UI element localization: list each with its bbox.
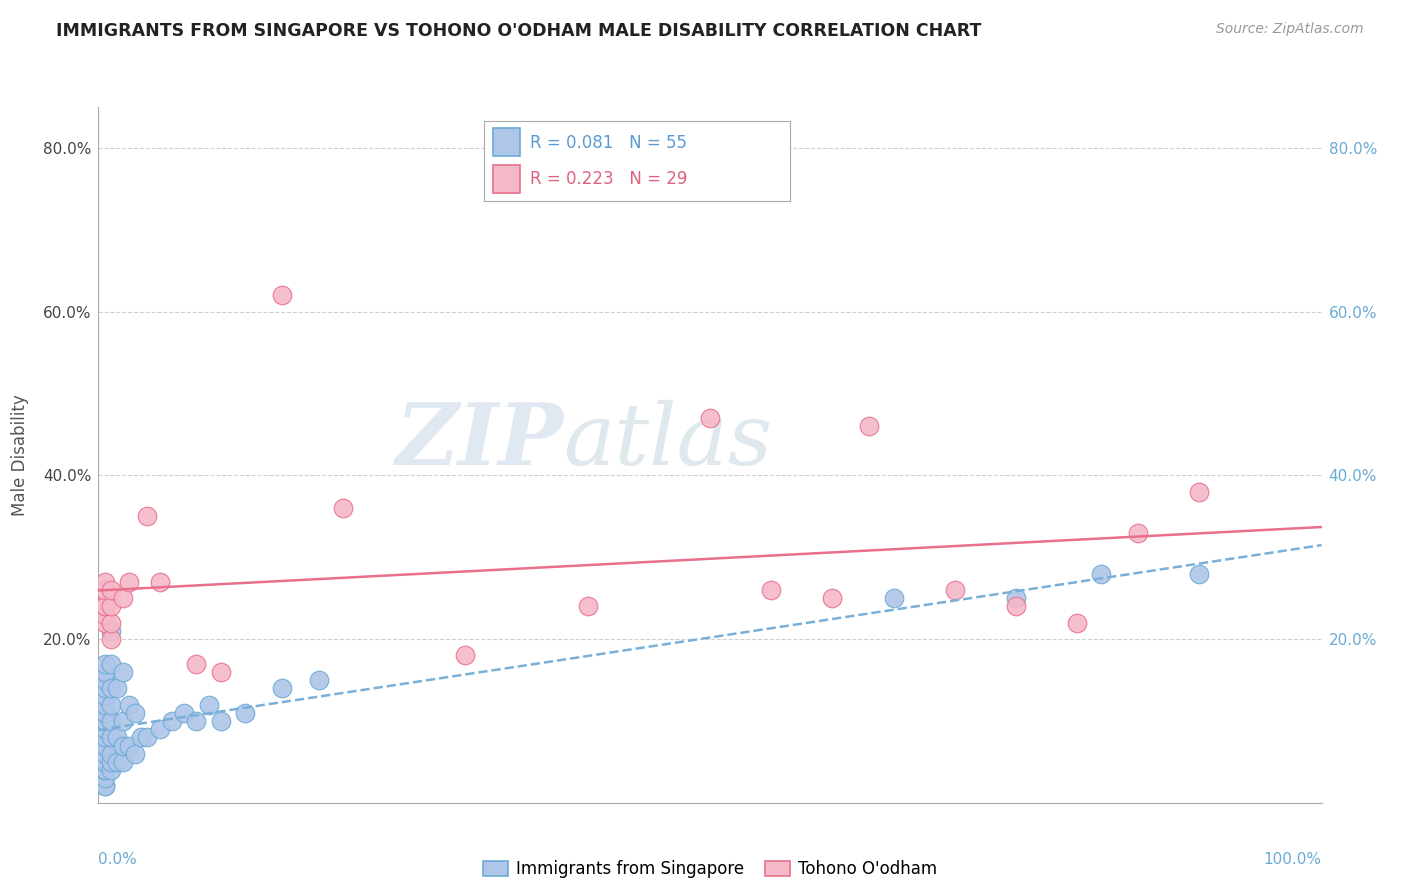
Point <box>111 755 134 769</box>
Point <box>93 739 115 753</box>
Point <box>100 681 122 696</box>
Point <box>576 599 599 614</box>
Point <box>100 763 122 777</box>
Point <box>149 722 172 736</box>
Point <box>118 698 141 712</box>
Text: ZIP: ZIP <box>395 400 564 483</box>
Point <box>1004 599 1026 614</box>
Point <box>93 599 115 614</box>
Point <box>124 747 146 761</box>
Point <box>883 591 905 606</box>
Point <box>100 714 122 728</box>
Point <box>105 681 128 696</box>
Point <box>136 731 159 745</box>
Text: 100.0%: 100.0% <box>1264 852 1322 866</box>
Point <box>100 632 122 646</box>
Point <box>111 714 134 728</box>
Point <box>93 698 115 712</box>
Point <box>93 706 115 720</box>
Point <box>93 657 115 671</box>
Point <box>111 591 134 606</box>
Point <box>821 591 844 606</box>
Y-axis label: Male Disability: Male Disability <box>11 394 30 516</box>
Point <box>100 615 122 630</box>
Point <box>93 739 115 753</box>
Point <box>100 731 122 745</box>
Legend: Immigrants from Singapore, Tohono O'odham: Immigrants from Singapore, Tohono O'odha… <box>477 854 943 885</box>
Point <box>93 763 115 777</box>
Point <box>105 731 128 745</box>
Point <box>308 673 330 687</box>
Point <box>270 681 294 696</box>
Point <box>93 780 115 794</box>
Point <box>270 288 294 302</box>
Point <box>93 607 115 622</box>
Point <box>93 755 115 769</box>
Point <box>100 582 122 597</box>
Point <box>100 755 122 769</box>
Point <box>1188 566 1211 581</box>
Text: atlas: atlas <box>564 400 772 483</box>
Text: Source: ZipAtlas.com: Source: ZipAtlas.com <box>1216 22 1364 37</box>
Point <box>100 747 122 761</box>
Point <box>1188 484 1211 499</box>
Point <box>118 574 141 589</box>
Point <box>1066 615 1088 630</box>
Point <box>118 739 141 753</box>
Point <box>209 665 232 679</box>
Point <box>136 509 159 524</box>
Point <box>454 648 477 663</box>
Point <box>93 582 115 597</box>
Point <box>1090 566 1112 581</box>
Point <box>173 706 195 720</box>
Point <box>93 771 115 785</box>
Point <box>93 690 115 704</box>
Point <box>100 657 122 671</box>
Point <box>93 780 115 794</box>
Point <box>699 411 721 425</box>
Point <box>186 714 208 728</box>
Point <box>93 722 115 736</box>
Point <box>93 763 115 777</box>
Point <box>100 624 122 638</box>
Point <box>1004 591 1026 606</box>
Point <box>93 755 115 769</box>
Point <box>100 599 122 614</box>
Text: IMMIGRANTS FROM SINGAPORE VS TOHONO O'ODHAM MALE DISABILITY CORRELATION CHART: IMMIGRANTS FROM SINGAPORE VS TOHONO O'OD… <box>56 22 981 40</box>
Point <box>93 747 115 761</box>
Point <box>93 731 115 745</box>
Point <box>149 574 172 589</box>
Point <box>129 731 152 745</box>
Point <box>160 714 183 728</box>
Point <box>233 706 256 720</box>
Point <box>105 755 128 769</box>
Point <box>1128 525 1150 540</box>
Text: 0.0%: 0.0% <box>98 852 138 866</box>
Point <box>209 714 232 728</box>
Point <box>186 657 208 671</box>
Point <box>197 698 219 712</box>
Point <box>761 582 783 597</box>
Point <box>124 706 146 720</box>
Point <box>111 665 134 679</box>
Point <box>943 582 966 597</box>
Point <box>858 419 880 434</box>
Point <box>111 739 134 753</box>
Point <box>93 681 115 696</box>
Point <box>93 599 115 614</box>
Point <box>93 615 115 630</box>
Point <box>100 698 122 712</box>
Point <box>93 714 115 728</box>
Point <box>93 574 115 589</box>
Point <box>332 501 354 516</box>
Point <box>93 665 115 679</box>
Point <box>93 673 115 687</box>
